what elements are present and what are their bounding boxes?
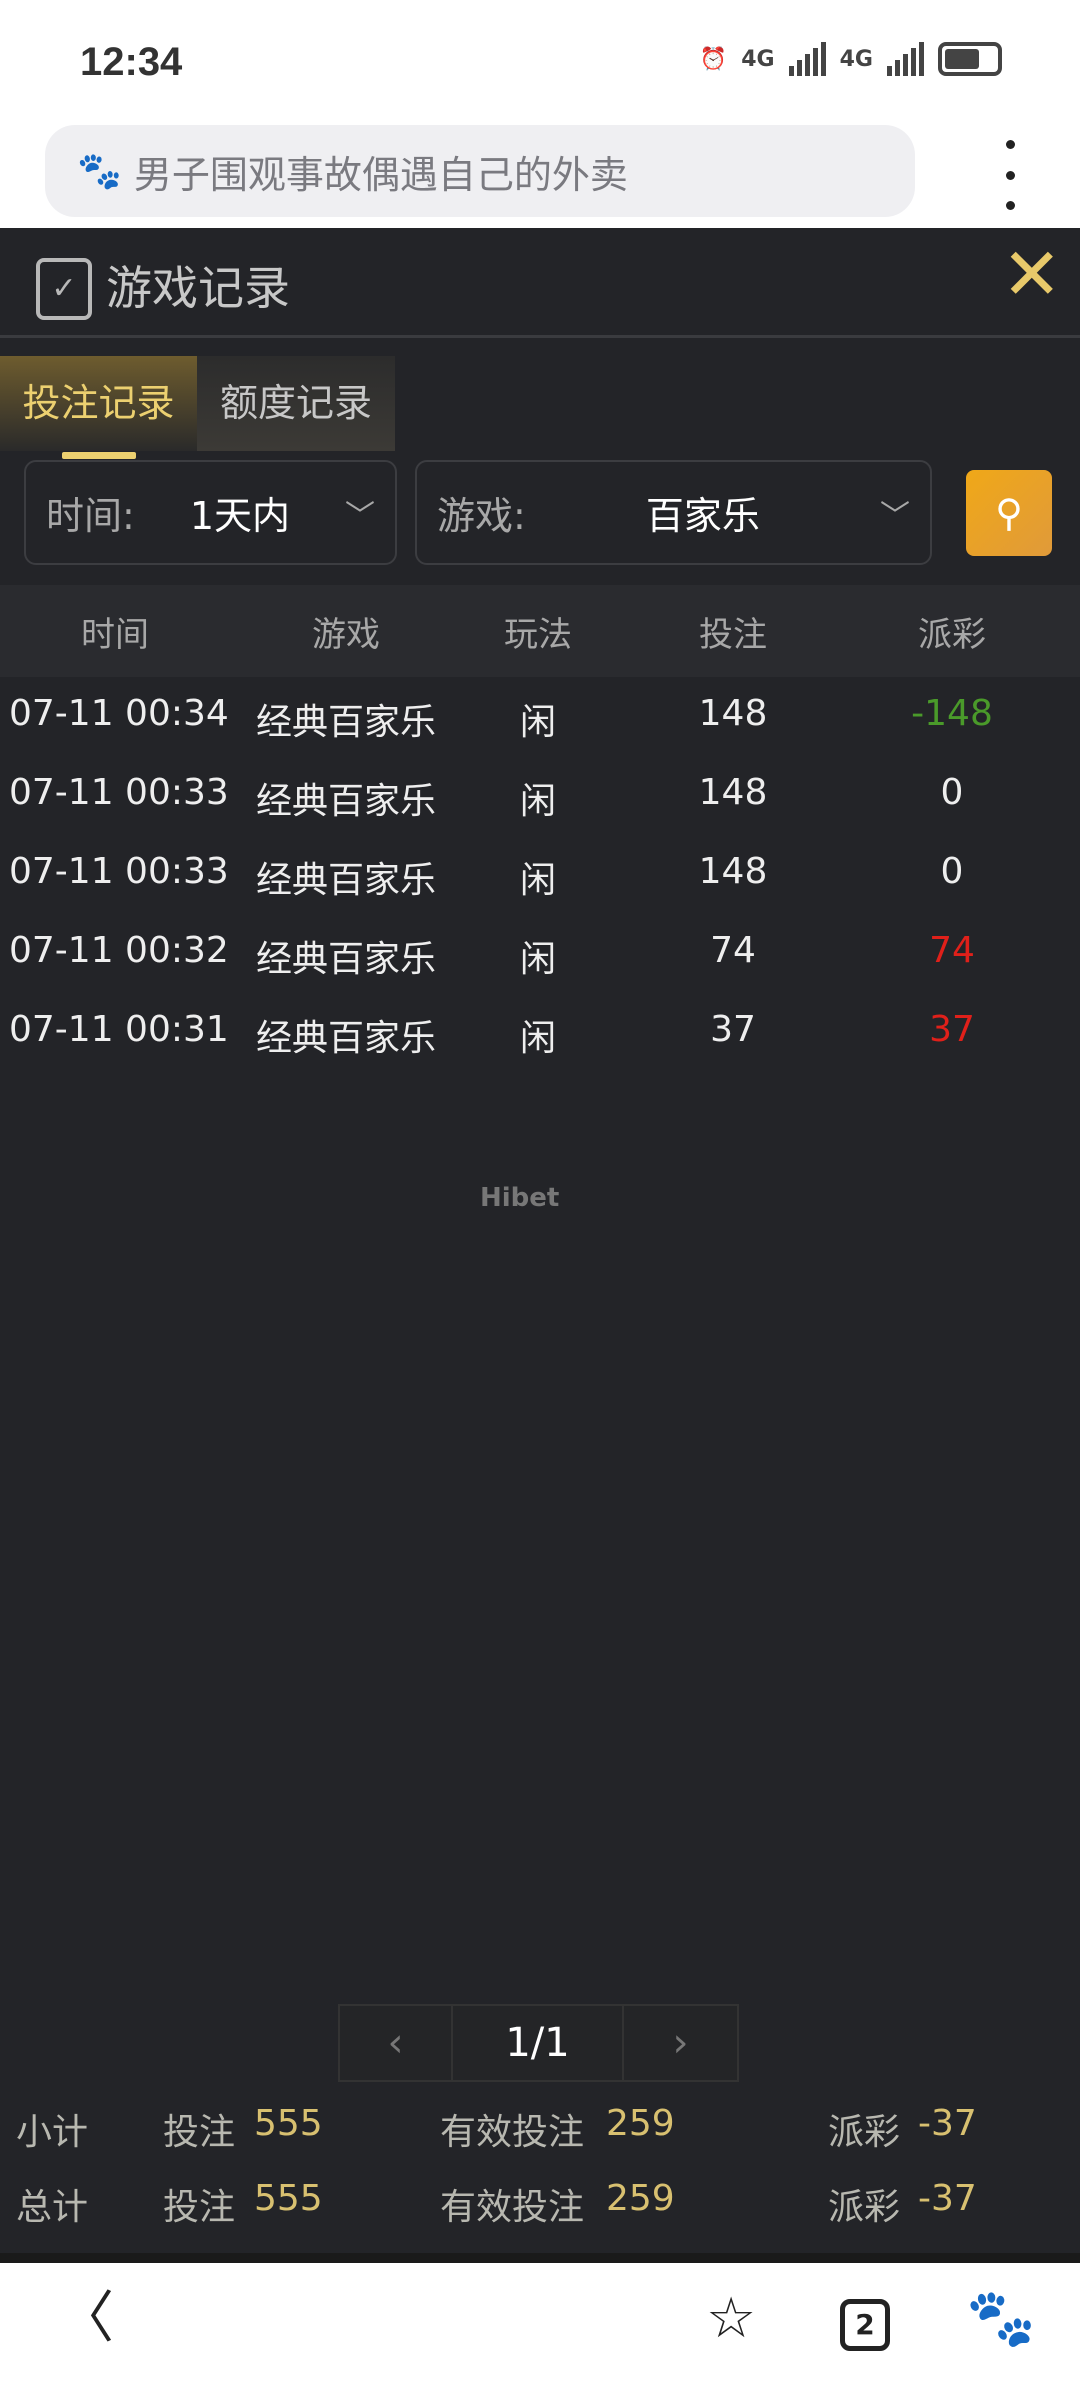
total-label: 总计 xyxy=(16,2187,89,2228)
subtotal-payout-label: 派彩 xyxy=(828,2112,901,2153)
total-payout: -37 xyxy=(918,2178,977,2219)
battery-icon xyxy=(938,42,1002,76)
row-play: 闲 xyxy=(519,702,557,743)
tabs-count-button[interactable]: 2 xyxy=(840,2299,890,2351)
pagination: ‹ 1/1 › xyxy=(338,2004,739,2082)
star-icon[interactable]: ☆ xyxy=(706,2286,757,2351)
signal-icon xyxy=(788,42,826,76)
total-payout-label: 派彩 xyxy=(828,2187,901,2228)
prev-page-button[interactable]: ‹ xyxy=(340,2006,453,2080)
row-play: 闲 xyxy=(519,781,557,822)
row-game: 经典百家乐 xyxy=(255,939,437,980)
subtotal-label: 小计 xyxy=(16,2112,89,2153)
baidu-paw-icon[interactable]: 🐾 xyxy=(966,2286,1036,2351)
game-filter-value: 百家乐 xyxy=(645,494,760,538)
url-text: 男子围观事故偶遇自己的外卖 xyxy=(133,152,628,197)
row-time: 07-11 00:32 xyxy=(9,930,229,971)
page-indicator: 1/1 xyxy=(453,2006,624,2080)
row-time: 07-11 00:33 xyxy=(9,851,229,892)
browser-bottom-bar: 〈 ☆ 2 🐾 xyxy=(0,2263,1080,2388)
row-bet: 148 xyxy=(698,851,768,892)
tab-credit-records[interactable]: 额度记录 xyxy=(197,356,395,451)
total-bet-label: 投注 xyxy=(163,2187,236,2228)
time-filter-select[interactable]: 时间: 1天内 ﹀ xyxy=(24,460,397,565)
subtotal-valid: 259 xyxy=(606,2103,675,2144)
row-payout: -148 xyxy=(911,693,993,734)
subtotal-payout: -37 xyxy=(918,2103,977,2144)
panel-title: 游戏记录 xyxy=(106,261,290,315)
clock: 12:34 xyxy=(80,40,183,84)
total-row: 总计 投注 555 有效投注 259 派彩 -37 xyxy=(0,2168,1080,2238)
row-payout: 0 xyxy=(940,772,964,813)
row-time: 07-11 00:34 xyxy=(9,693,229,734)
row-time: 07-11 00:31 xyxy=(9,1009,229,1050)
row-play: 闲 xyxy=(519,939,557,980)
search-icon: ⚲ xyxy=(995,491,1023,535)
chevron-down-icon: ﹀ xyxy=(880,498,910,534)
status-bar: 12:34 ⏰ 4G 4G xyxy=(0,0,1080,120)
table-row: 07-11 00:34 经典百家乐 闲 148 -148 xyxy=(0,677,1080,756)
signal-icon-2 xyxy=(887,42,924,76)
subtotal-bet: 555 xyxy=(254,2103,323,2144)
chevron-down-icon: ﹀ xyxy=(345,498,375,534)
close-icon[interactable]: ✕ xyxy=(1001,232,1062,316)
game-records-panel: ✓ 游戏记录 ✕ 投注记录 额度记录 时间: 1天内 ﹀ 游戏: 百家乐 ﹀ ⚲… xyxy=(0,228,1080,2253)
row-bet: 37 xyxy=(710,1009,756,1050)
time-filter-value: 1天内 xyxy=(189,494,290,538)
status-icons: ⏰ 4G 4G xyxy=(700,42,1002,76)
subtotal-row: 小计 投注 555 有效投注 259 派彩 -37 xyxy=(0,2093,1080,2163)
column-header-game: 游戏 xyxy=(312,615,380,655)
address-bar[interactable]: 🐾 男子围观事故偶遇自己的外卖 xyxy=(45,125,915,217)
row-game: 经典百家乐 xyxy=(255,860,437,901)
network-label-2: 4G xyxy=(839,46,873,72)
back-icon[interactable]: 〈 xyxy=(58,2286,114,2351)
total-bet: 555 xyxy=(254,2178,323,2219)
row-game: 经典百家乐 xyxy=(255,781,437,822)
row-bet: 148 xyxy=(698,772,768,813)
network-label: 4G xyxy=(741,46,775,72)
table-row: 07-11 00:31 经典百家乐 闲 37 37 xyxy=(0,993,1080,1072)
alarm-icon: ⏰ xyxy=(699,46,728,72)
row-payout: 74 xyxy=(929,930,975,971)
subtotal-bet-label: 投注 xyxy=(163,2112,236,2153)
table-row: 07-11 00:33 经典百家乐 闲 148 0 xyxy=(0,835,1080,914)
tab-bet-records[interactable]: 投注记录 xyxy=(0,356,197,459)
row-play: 闲 xyxy=(519,1018,557,1059)
subtotal-valid-label: 有效投注 xyxy=(440,2112,585,2153)
table-header: 时间 游戏 玩法 投注 派彩 xyxy=(0,585,1080,677)
column-header-bet: 投注 xyxy=(699,615,767,655)
column-header-play: 玩法 xyxy=(504,615,572,655)
row-game: 经典百家乐 xyxy=(255,702,437,743)
table-row: 07-11 00:32 经典百家乐 闲 74 74 xyxy=(0,914,1080,993)
total-valid: 259 xyxy=(606,2178,675,2219)
clipboard-check-icon: ✓ xyxy=(36,258,92,320)
game-filter-label: 游戏: xyxy=(437,494,526,538)
row-payout: 0 xyxy=(940,851,964,892)
panel-header: ✓ 游戏记录 ✕ xyxy=(0,228,1080,338)
hibet-watermark-logo: Hibet xyxy=(480,1183,560,1213)
row-play: 闲 xyxy=(519,860,557,901)
column-header-time: 时间 xyxy=(81,615,149,655)
time-filter-label: 时间: xyxy=(46,494,135,538)
divider xyxy=(0,2253,1080,2263)
total-valid-label: 有效投注 xyxy=(440,2187,585,2228)
game-filter-select[interactable]: 游戏: 百家乐 ﹀ xyxy=(415,460,932,565)
more-menu-button[interactable] xyxy=(1000,140,1020,210)
search-button[interactable]: ⚲ xyxy=(966,470,1052,556)
table-row: 07-11 00:33 经典百家乐 闲 148 0 xyxy=(0,756,1080,835)
column-header-payout: 派彩 xyxy=(918,615,986,655)
row-time: 07-11 00:33 xyxy=(9,772,229,813)
baidu-paw-icon: 🐾 xyxy=(77,151,122,192)
row-bet: 148 xyxy=(698,693,768,734)
next-page-button[interactable]: › xyxy=(624,2006,737,2080)
row-bet: 74 xyxy=(710,930,756,971)
row-game: 经典百家乐 xyxy=(255,1018,437,1059)
row-payout: 37 xyxy=(929,1009,975,1050)
